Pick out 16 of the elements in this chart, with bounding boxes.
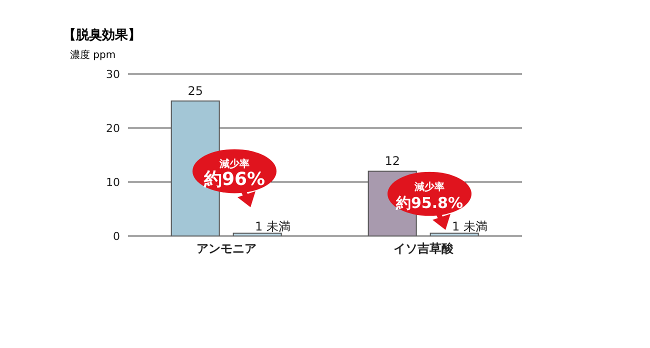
x-tick-label: イソ吉草酸 — [394, 242, 454, 256]
data-label: 1 未満 — [254, 219, 290, 234]
y-tick-label: 0 — [113, 230, 120, 243]
y-axis-title: 濃度 ppm — [70, 48, 116, 62]
bar — [232, 232, 282, 236]
bar — [430, 232, 479, 236]
y-tick-label: 30 — [106, 68, 120, 81]
annotation: 減少率約95.8% — [394, 180, 464, 212]
data-label: 25 — [188, 84, 203, 98]
chart-title: 【脱臭効果】 — [63, 27, 141, 44]
y-tick-label: 20 — [106, 122, 120, 135]
annotation: 減少率約96% — [202, 158, 266, 190]
data-label: 1 未満 — [452, 219, 488, 234]
x-tick-label: アンモニア — [196, 242, 256, 256]
y-tick-label: 10 — [106, 176, 120, 189]
data-label: 12 — [384, 154, 400, 168]
